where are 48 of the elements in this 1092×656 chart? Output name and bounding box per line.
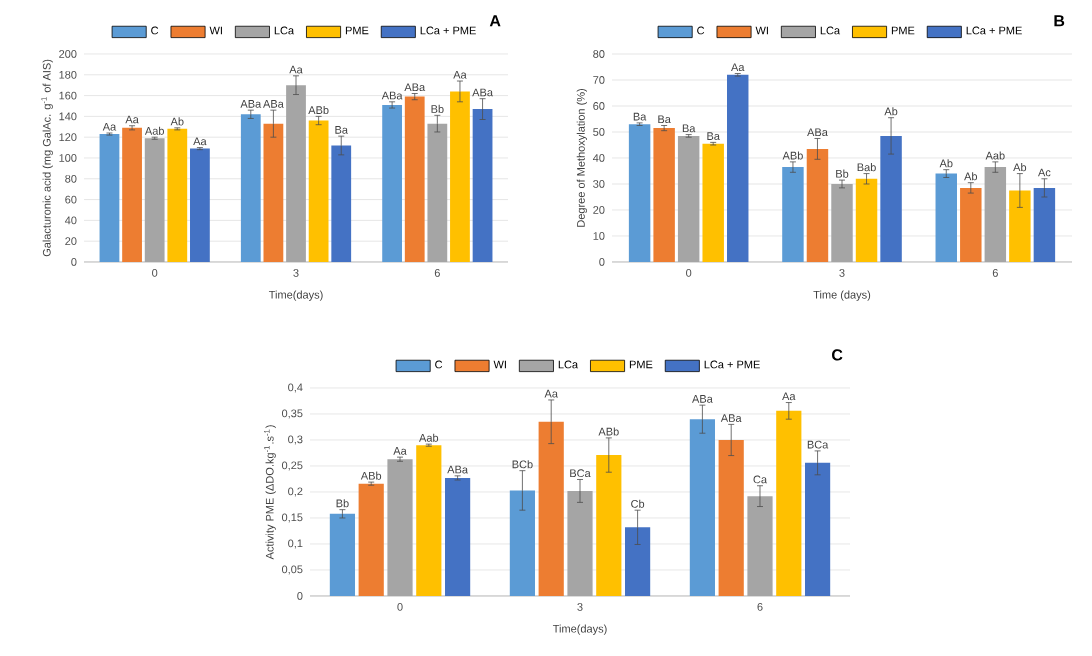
bar	[776, 410, 802, 596]
bar	[727, 74, 749, 262]
bar	[1033, 187, 1056, 262]
bar	[653, 128, 675, 262]
bar	[984, 167, 1007, 262]
bar	[99, 134, 120, 262]
bar	[404, 96, 425, 262]
bar	[427, 123, 448, 262]
bar	[855, 178, 878, 262]
bar	[329, 513, 356, 596]
bar	[935, 173, 957, 262]
bar	[416, 445, 442, 596]
bar	[596, 455, 622, 596]
bar	[960, 187, 982, 262]
bar	[538, 421, 564, 596]
bar	[805, 462, 831, 596]
bar	[702, 143, 724, 262]
bar	[628, 124, 651, 262]
bar	[689, 419, 715, 596]
chart-title: A	[489, 15, 501, 27]
bar	[358, 483, 384, 596]
bar	[167, 128, 188, 262]
bar	[1009, 190, 1031, 262]
bar	[240, 114, 261, 262]
bar	[122, 127, 142, 262]
bar	[445, 477, 471, 596]
chart-title: B	[1054, 15, 1065, 27]
bar	[880, 135, 902, 262]
bar	[782, 167, 804, 262]
bar	[190, 148, 210, 262]
bar	[747, 496, 773, 596]
bar	[308, 120, 329, 262]
chart-title: C	[832, 349, 843, 361]
bar	[387, 459, 413, 596]
bar	[625, 527, 651, 596]
bar	[718, 439, 744, 596]
bar	[509, 490, 536, 596]
bar	[567, 490, 593, 596]
bar	[286, 85, 306, 262]
bar	[677, 135, 700, 262]
bar	[263, 123, 284, 262]
bar	[472, 109, 493, 262]
bar	[382, 104, 403, 262]
bar	[831, 183, 853, 262]
bar	[806, 148, 829, 262]
bar	[144, 138, 165, 262]
bar	[450, 91, 470, 262]
bar	[331, 145, 352, 262]
